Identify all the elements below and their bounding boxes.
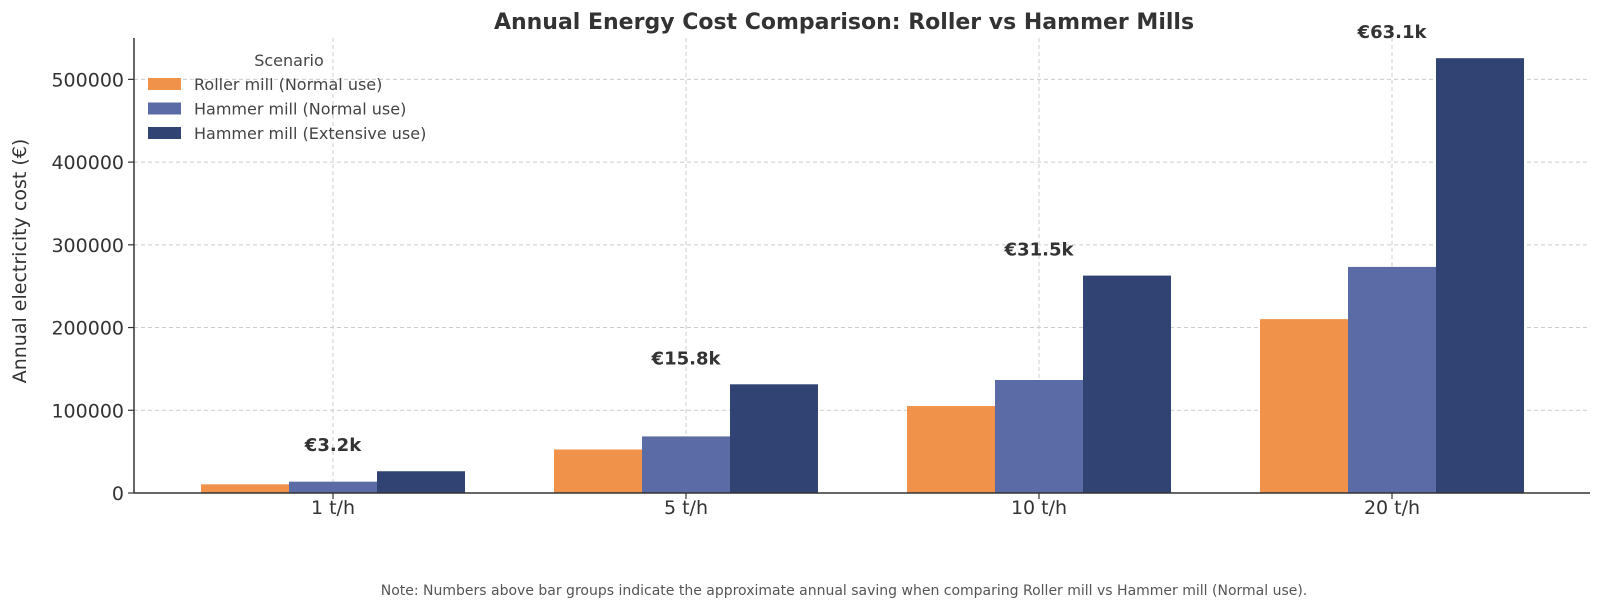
bar xyxy=(1348,266,1436,493)
bar xyxy=(907,406,995,493)
bars xyxy=(201,58,1524,493)
bar xyxy=(730,384,818,493)
y-tick-label: 100000 xyxy=(51,400,124,422)
chart-note: Note: Numbers above bar groups indicate … xyxy=(381,583,1308,599)
y-tick-label: 400000 xyxy=(51,152,124,174)
group-labels: €3.2k €15.8k €31.5k €63.1k xyxy=(304,22,1428,456)
x-tick-label: 20 t/h xyxy=(1364,497,1420,519)
bar xyxy=(1436,58,1524,493)
legend-label: Hammer mill (Extensive use) xyxy=(194,124,426,143)
legend: Scenario Roller mill (Normal use) Hammer m… xyxy=(148,51,426,143)
y-axis-label: Annual electricity cost (€) xyxy=(9,139,31,384)
bar xyxy=(289,481,377,493)
legend-swatch xyxy=(148,102,181,115)
y-tick-label: 300000 xyxy=(51,235,124,257)
bar xyxy=(554,449,642,493)
x-tick-label: 10 t/h xyxy=(1011,497,1067,519)
bar xyxy=(1260,319,1348,493)
bar xyxy=(642,436,730,493)
group-saving-label: €3.2k xyxy=(304,435,362,456)
legend-label: Roller mill (Normal use) xyxy=(194,75,382,94)
legend-label: Hammer mill (Normal use) xyxy=(194,100,406,119)
axes: 0 100000 200000 300000 400000 500000 1 t/h 5 t/… xyxy=(51,38,1590,519)
legend-swatch xyxy=(148,78,181,90)
group-saving-label: €15.8k xyxy=(651,348,722,369)
y-tick-label: 0 xyxy=(112,483,124,505)
chart-title: Annual Energy Cost Comparison: Roller vs… xyxy=(494,10,1194,35)
group-saving-label: €31.5k xyxy=(1004,240,1075,261)
bar xyxy=(995,379,1083,493)
legend-title: Scenario xyxy=(254,51,324,70)
bar xyxy=(201,484,289,493)
y-tick-label: 500000 xyxy=(51,69,124,91)
bar xyxy=(1083,275,1171,493)
bar xyxy=(377,471,465,493)
x-tick-label: 1 t/h xyxy=(311,497,355,519)
x-tick-label: 5 t/h xyxy=(664,497,708,519)
group-saving-label: €63.1k xyxy=(1357,22,1428,43)
legend-swatch xyxy=(148,127,181,139)
y-tick-label: 200000 xyxy=(51,318,124,340)
